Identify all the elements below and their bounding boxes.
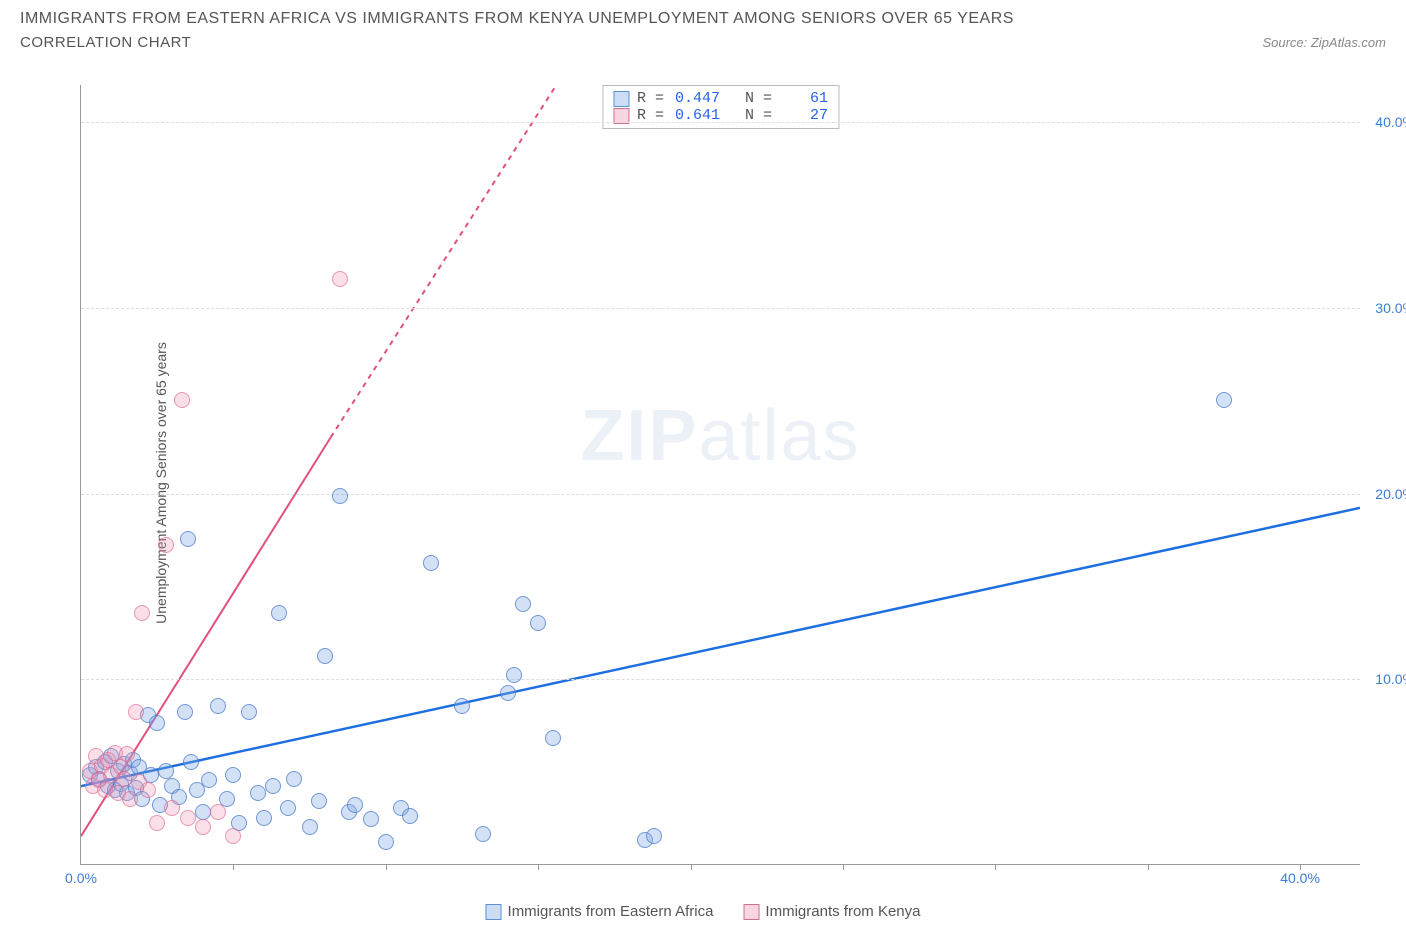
point-eastern-africa — [241, 704, 257, 720]
point-kenya — [128, 704, 144, 720]
point-kenya — [119, 746, 135, 762]
point-eastern-africa — [500, 685, 516, 701]
point-eastern-africa — [423, 555, 439, 571]
legend-label-2: Immigrants from Kenya — [765, 903, 920, 920]
bottom-legend: Immigrants from Eastern Africa Immigrant… — [486, 903, 921, 920]
legend-label-1: Immigrants from Eastern Africa — [508, 903, 714, 920]
chart-subtitle: CORRELATION CHART — [20, 34, 191, 51]
watermark: ZIPatlas — [580, 395, 860, 477]
point-eastern-africa — [475, 826, 491, 842]
scatter-plot: ZIPatlas R = 0.447 N = 61 R = 0.641 N = … — [80, 85, 1360, 865]
y-tick-label: 40.0% — [1375, 114, 1406, 130]
point-eastern-africa — [347, 797, 363, 813]
point-eastern-africa — [158, 763, 174, 779]
swatch-pink-icon — [743, 904, 759, 920]
legend-item-1: Immigrants from Eastern Africa — [486, 903, 714, 920]
x-tick-mark — [386, 864, 387, 870]
point-eastern-africa — [646, 828, 662, 844]
point-eastern-africa — [530, 615, 546, 631]
x-tick-mark — [843, 864, 844, 870]
point-kenya — [122, 791, 138, 807]
point-eastern-africa — [302, 819, 318, 835]
stat-r-label: R = — [637, 90, 664, 107]
point-eastern-africa — [515, 596, 531, 612]
chart-area: Unemployment Among Seniors over 65 years… — [60, 85, 1390, 880]
source-prefix: Source: — [1262, 35, 1310, 50]
point-eastern-africa — [286, 771, 302, 787]
point-eastern-africa — [250, 785, 266, 801]
point-kenya — [174, 392, 190, 408]
x-tick-mark — [995, 864, 996, 870]
point-eastern-africa — [454, 698, 470, 714]
stat-n-label: N = — [745, 90, 772, 107]
point-eastern-africa — [317, 648, 333, 664]
stats-row-series1: R = 0.447 N = 61 — [613, 90, 828, 107]
x-tick-mark — [538, 864, 539, 870]
subtitle-row: CORRELATION CHART Source: ZipAtlas.com — [20, 34, 1386, 51]
x-tick-label: 0.0% — [65, 870, 97, 886]
x-tick-mark — [233, 864, 234, 870]
point-eastern-africa — [332, 488, 348, 504]
source-name: ZipAtlas.com — [1311, 35, 1386, 50]
point-kenya — [116, 771, 132, 787]
point-eastern-africa — [545, 730, 561, 746]
point-eastern-africa — [311, 793, 327, 809]
source-credit: Source: ZipAtlas.com — [1262, 35, 1386, 50]
gridline-h — [81, 679, 1360, 680]
point-kenya — [225, 828, 241, 844]
point-eastern-africa — [149, 715, 165, 731]
point-eastern-africa — [225, 767, 241, 783]
regression-line — [81, 508, 1360, 786]
point-kenya — [210, 804, 226, 820]
gridline-h — [81, 494, 1360, 495]
point-eastern-africa — [210, 698, 226, 714]
swatch-blue-icon — [613, 91, 629, 107]
y-tick-label: 10.0% — [1375, 671, 1406, 687]
point-kenya — [332, 271, 348, 287]
legend-item-2: Immigrants from Kenya — [743, 903, 920, 920]
point-kenya — [195, 819, 211, 835]
point-kenya — [180, 810, 196, 826]
point-eastern-africa — [280, 800, 296, 816]
y-tick-label: 20.0% — [1375, 486, 1406, 502]
point-kenya — [149, 815, 165, 831]
point-kenya — [164, 800, 180, 816]
point-eastern-africa — [378, 834, 394, 850]
watermark-zip: ZIP — [580, 396, 698, 476]
gridline-h — [81, 308, 1360, 309]
point-eastern-africa — [180, 531, 196, 547]
point-kenya — [158, 537, 174, 553]
stat-n-value-1: 61 — [780, 90, 828, 107]
point-eastern-africa — [256, 810, 272, 826]
point-eastern-africa — [1216, 392, 1232, 408]
point-eastern-africa — [271, 605, 287, 621]
point-eastern-africa — [177, 704, 193, 720]
point-kenya — [140, 782, 156, 798]
swatch-pink-icon — [613, 108, 629, 124]
point-eastern-africa — [363, 811, 379, 827]
stat-r-value-1: 0.447 — [672, 90, 720, 107]
x-tick-label: 40.0% — [1280, 870, 1320, 886]
header: IMMIGRANTS FROM EASTERN AFRICA VS IMMIGR… — [0, 0, 1406, 51]
point-kenya — [134, 605, 150, 621]
x-tick-mark — [1148, 864, 1149, 870]
x-tick-mark — [691, 864, 692, 870]
regression-line-extended — [331, 85, 569, 437]
swatch-blue-icon — [486, 904, 502, 920]
y-tick-label: 30.0% — [1375, 300, 1406, 316]
point-eastern-africa — [265, 778, 281, 794]
point-eastern-africa — [201, 772, 217, 788]
chart-title: IMMIGRANTS FROM EASTERN AFRICA VS IMMIGR… — [20, 10, 1386, 28]
point-eastern-africa — [195, 804, 211, 820]
regression-lines — [81, 85, 1360, 864]
point-eastern-africa — [402, 808, 418, 824]
point-eastern-africa — [506, 667, 522, 683]
watermark-atlas: atlas — [698, 396, 860, 476]
gridline-h — [81, 122, 1360, 123]
point-eastern-africa — [183, 754, 199, 770]
